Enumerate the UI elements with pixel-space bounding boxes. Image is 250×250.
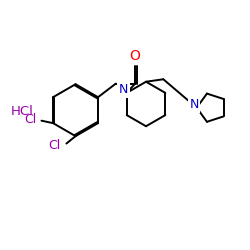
Text: N: N — [190, 98, 199, 111]
Text: Cl: Cl — [48, 139, 61, 152]
Text: O: O — [130, 49, 140, 63]
Text: HCl: HCl — [11, 105, 34, 118]
Text: N: N — [119, 83, 128, 96]
Text: Cl: Cl — [24, 114, 36, 126]
